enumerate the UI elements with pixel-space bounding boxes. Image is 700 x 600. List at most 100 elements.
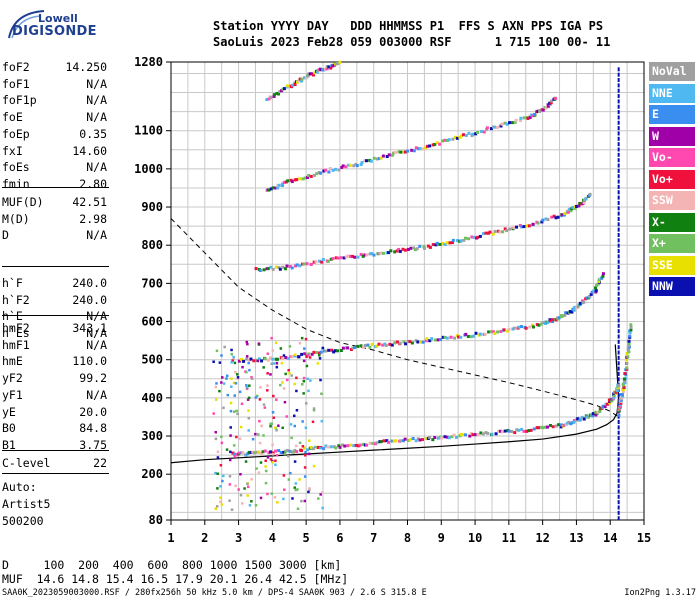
trace-point xyxy=(338,445,342,449)
trace-point xyxy=(276,92,280,96)
trace-point xyxy=(314,260,318,264)
trace-point xyxy=(526,117,530,121)
trace-point xyxy=(496,330,500,334)
vertical-marker-dash xyxy=(617,110,620,115)
trace-point xyxy=(305,354,309,358)
noise-point xyxy=(239,493,243,497)
trace-point xyxy=(551,425,555,429)
trace-point xyxy=(514,118,518,122)
noise-point xyxy=(215,505,219,508)
noise-point xyxy=(311,420,315,424)
noise-point xyxy=(235,435,238,439)
trace-point xyxy=(441,335,445,339)
param-row-foe: foE N/A xyxy=(2,110,107,126)
noise-point xyxy=(218,361,222,364)
noise-point xyxy=(264,465,267,468)
noise-point xyxy=(219,485,222,488)
trace-point xyxy=(276,186,280,190)
vertical-marker-dash xyxy=(617,216,620,221)
trace-point xyxy=(336,349,340,353)
vertical-marker-dash xyxy=(617,163,620,168)
noise-point xyxy=(225,377,228,380)
noise-point xyxy=(264,469,268,473)
trace-point xyxy=(389,249,393,253)
vertical-marker-dash xyxy=(617,291,620,296)
noise-point xyxy=(214,430,217,434)
noise-point xyxy=(220,381,223,384)
trace-point xyxy=(412,149,416,153)
noise-point xyxy=(275,429,278,432)
trace-point xyxy=(459,432,463,436)
noise-point xyxy=(260,424,263,428)
noise-point xyxy=(287,478,291,481)
trace-point xyxy=(486,431,490,435)
param-value: N/A xyxy=(86,110,107,125)
trace-point xyxy=(281,87,285,91)
trace-point xyxy=(261,450,265,454)
noise-point xyxy=(294,488,297,492)
trace-point xyxy=(319,171,323,175)
trace-point xyxy=(625,352,629,356)
noise-point xyxy=(305,364,309,368)
trace-point xyxy=(618,397,622,401)
trace-point xyxy=(601,272,605,276)
noise-point xyxy=(258,398,262,401)
noise-point xyxy=(250,478,253,481)
trace-point xyxy=(557,423,561,427)
trace-point xyxy=(522,429,526,433)
trace-point xyxy=(403,248,407,252)
trace-point xyxy=(271,357,275,361)
trace-point xyxy=(576,417,580,421)
trace-point xyxy=(478,332,482,336)
footer-file-info: SAA0K_2023059003000.RSF / 280fx256h 50 k… xyxy=(2,588,427,598)
trace-point xyxy=(573,206,577,210)
noise-point xyxy=(319,378,322,382)
trace-point xyxy=(416,340,420,344)
trace-point xyxy=(408,438,412,442)
noise-point xyxy=(308,487,311,490)
trace-point xyxy=(330,348,334,352)
trace-point xyxy=(522,116,526,120)
trace-point xyxy=(359,162,363,166)
param-name: foE xyxy=(2,110,23,125)
trace-point xyxy=(462,433,466,437)
trace-point xyxy=(583,199,587,203)
noise-point xyxy=(228,458,232,462)
noise-point xyxy=(269,424,272,428)
noise-point xyxy=(214,437,218,441)
noise-point xyxy=(312,464,316,468)
noise-point xyxy=(298,478,301,481)
trace-point xyxy=(476,130,480,134)
noise-point xyxy=(304,337,308,341)
trace-point xyxy=(620,396,624,400)
param-value: N/A xyxy=(86,160,107,175)
trace-point xyxy=(379,156,383,160)
trace-point xyxy=(603,405,607,409)
noise-point xyxy=(301,420,304,423)
noise-point xyxy=(255,394,259,398)
trace-point xyxy=(309,174,313,178)
trace-point xyxy=(579,417,583,421)
trace-point xyxy=(349,348,353,352)
trace-point xyxy=(597,279,601,283)
trace-point xyxy=(298,77,302,81)
vertical-marker-dash xyxy=(617,131,620,136)
trace-point xyxy=(340,443,344,447)
trace-point xyxy=(433,142,437,146)
trace-point xyxy=(563,211,567,215)
param-value: 22 xyxy=(93,456,107,470)
noise-point xyxy=(230,385,233,389)
trace-point xyxy=(307,352,311,356)
noise-point xyxy=(239,472,242,476)
vertical-marker-dash xyxy=(617,500,620,505)
trace-point xyxy=(578,301,582,305)
trace-point xyxy=(519,118,523,122)
vertical-marker-dash xyxy=(617,494,620,499)
trace-point xyxy=(324,168,328,172)
trace-point xyxy=(332,350,336,354)
trace-point xyxy=(518,223,522,227)
noise-point xyxy=(219,500,222,504)
trace-point xyxy=(438,338,442,342)
vertical-marker-dash xyxy=(617,227,620,232)
param-name: yF1 xyxy=(2,387,23,402)
